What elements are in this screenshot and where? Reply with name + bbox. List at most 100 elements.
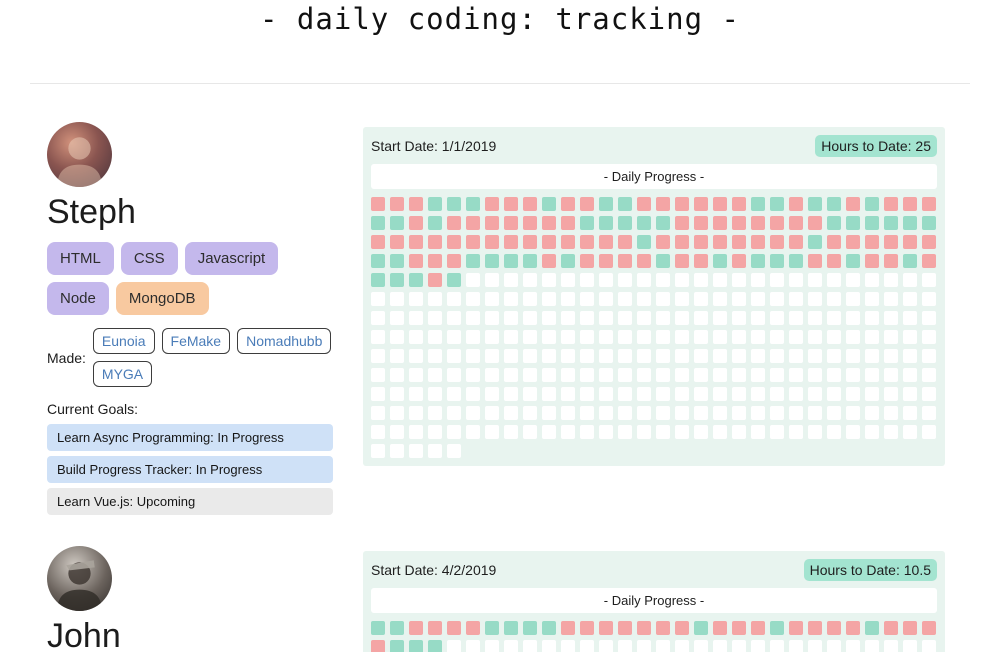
day-square xyxy=(485,216,499,230)
day-square xyxy=(770,273,784,287)
day-square xyxy=(485,311,499,325)
day-square xyxy=(504,254,518,268)
day-square xyxy=(637,292,651,306)
day-square xyxy=(428,197,442,211)
day-square xyxy=(846,273,860,287)
day-square xyxy=(504,197,518,211)
day-square xyxy=(656,368,670,382)
day-square xyxy=(523,349,537,363)
day-square xyxy=(599,621,613,635)
day-square xyxy=(789,621,803,635)
day-square xyxy=(580,292,594,306)
day-square xyxy=(485,621,499,635)
day-square xyxy=(922,216,936,230)
day-square xyxy=(903,349,917,363)
day-square xyxy=(637,216,651,230)
goals-list: Learn Async Programming: In Progress Buil… xyxy=(47,424,333,515)
day-square xyxy=(732,216,746,230)
project-button[interactable]: MYGA xyxy=(92,361,153,387)
project-button[interactable]: FeMake xyxy=(161,328,231,354)
day-square xyxy=(884,621,898,635)
day-square xyxy=(542,330,556,344)
day-square xyxy=(922,387,936,401)
day-square xyxy=(561,349,575,363)
day-square xyxy=(865,387,879,401)
day-square xyxy=(637,330,651,344)
day-square xyxy=(675,292,689,306)
project-button[interactable]: Nomadhubb xyxy=(237,328,332,354)
day-square xyxy=(713,368,727,382)
day-square xyxy=(428,640,442,652)
day-square xyxy=(808,387,822,401)
made-row: Made: Eunoia FeMake Nomadhubb MYGA xyxy=(47,328,333,387)
day-square xyxy=(694,197,708,211)
day-square xyxy=(846,387,860,401)
day-square xyxy=(884,273,898,287)
day-square xyxy=(637,254,651,268)
day-square xyxy=(770,640,784,652)
day-square xyxy=(884,216,898,230)
day-square xyxy=(808,640,822,652)
day-square xyxy=(561,406,575,420)
skill-tag: Javascript xyxy=(184,242,279,275)
day-square xyxy=(390,235,404,249)
day-square xyxy=(884,387,898,401)
day-square xyxy=(599,640,613,652)
day-square xyxy=(675,330,689,344)
day-square xyxy=(561,197,575,211)
day-square xyxy=(409,640,423,652)
day-square xyxy=(732,330,746,344)
day-square xyxy=(751,406,765,420)
day-square xyxy=(542,216,556,230)
profile-column: John JavascriptAngularReact xyxy=(47,546,333,652)
day-square xyxy=(466,368,480,382)
day-square xyxy=(428,425,442,439)
day-square xyxy=(485,640,499,652)
day-square xyxy=(504,216,518,230)
day-square xyxy=(428,311,442,325)
day-square xyxy=(618,387,632,401)
skill-tags: HTML CSS Javascript Node MongoDB xyxy=(47,242,333,315)
day-square xyxy=(751,235,765,249)
day-square xyxy=(561,368,575,382)
day-square xyxy=(827,254,841,268)
day-square xyxy=(580,330,594,344)
user-name: Steph xyxy=(47,193,136,231)
project-button[interactable]: Eunoia xyxy=(92,328,155,354)
day-square xyxy=(523,368,537,382)
day-square xyxy=(694,330,708,344)
day-square xyxy=(808,197,822,211)
day-square xyxy=(447,273,461,287)
day-square xyxy=(618,197,632,211)
start-date-label: Start Date: 4/2/2019 xyxy=(371,562,497,578)
day-square xyxy=(542,387,556,401)
day-square xyxy=(732,387,746,401)
day-square xyxy=(865,406,879,420)
day-square xyxy=(808,621,822,635)
day-square xyxy=(694,254,708,268)
day-square xyxy=(903,330,917,344)
day-square xyxy=(903,406,917,420)
day-square xyxy=(599,273,613,287)
day-square xyxy=(903,387,917,401)
skill-tag: HTML xyxy=(47,242,114,275)
day-square xyxy=(732,349,746,363)
day-square xyxy=(675,425,689,439)
day-square xyxy=(656,406,670,420)
day-square xyxy=(827,292,841,306)
day-square xyxy=(656,330,670,344)
progress-grid-row xyxy=(371,425,937,439)
day-square xyxy=(713,216,727,230)
day-square xyxy=(466,330,480,344)
day-square xyxy=(637,273,651,287)
day-square xyxy=(561,292,575,306)
day-square xyxy=(808,311,822,325)
day-square xyxy=(466,640,480,652)
day-square xyxy=(846,254,860,268)
day-square xyxy=(656,273,670,287)
day-square xyxy=(409,444,423,458)
day-square xyxy=(789,311,803,325)
day-square xyxy=(390,330,404,344)
day-square xyxy=(447,640,461,652)
day-square xyxy=(808,235,822,249)
